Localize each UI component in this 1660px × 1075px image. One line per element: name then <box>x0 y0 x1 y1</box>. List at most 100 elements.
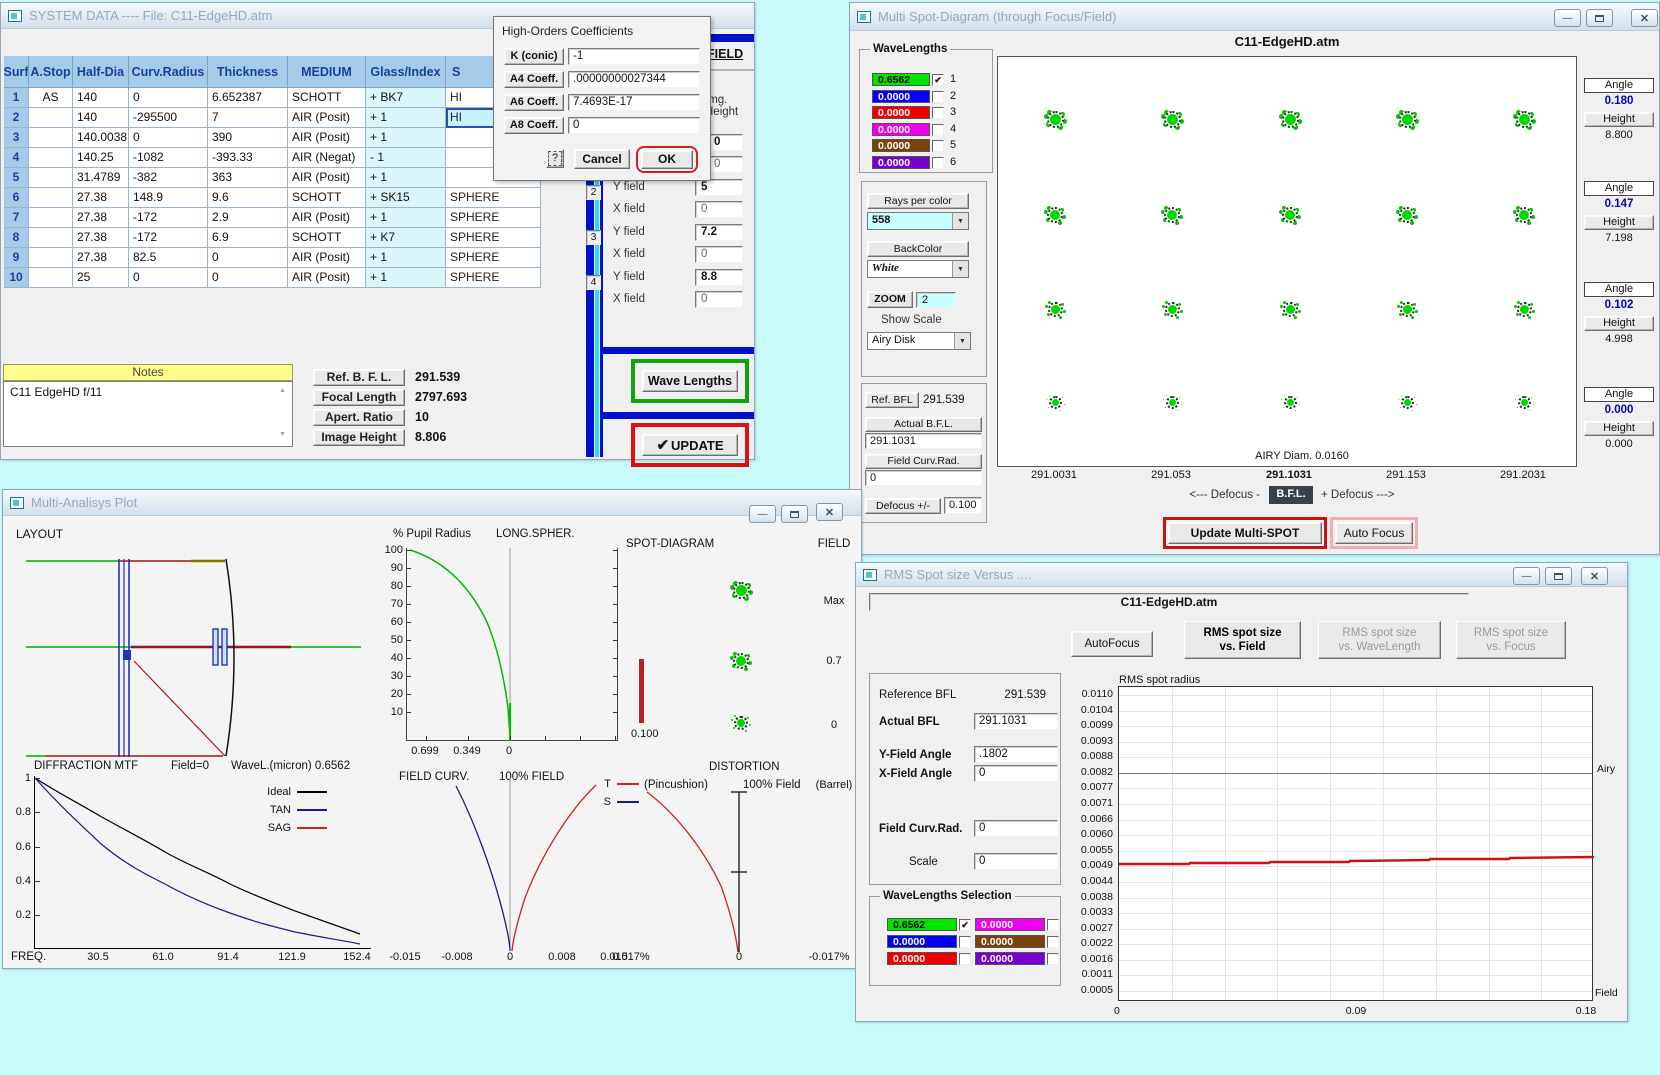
table-cell[interactable]: SCHOTT <box>288 228 366 248</box>
ref-bfl-button[interactable]: Ref. BFL <box>865 392 919 408</box>
update-multispot-button[interactable]: Update Multi-SPOT <box>1168 522 1322 544</box>
cancel-button[interactable]: Cancel <box>574 149 630 169</box>
wavelength-checkbox[interactable]: ✔ <box>932 74 944 86</box>
coefficient-input[interactable]: .00000000027344 <box>568 71 700 88</box>
table-cell[interactable]: 9.6 <box>208 188 288 208</box>
maximize-button[interactable] <box>1545 567 1572 585</box>
coefficient-label[interactable]: A4 Coeff. <box>504 71 564 88</box>
rays-per-color-button[interactable]: Rays per color <box>867 193 969 209</box>
table-cell[interactable] <box>29 268 73 288</box>
table-cell[interactable]: 25 <box>73 268 129 288</box>
table-cell[interactable]: SPHERE <box>446 248 541 268</box>
table-cell[interactable]: 140 <box>73 108 129 128</box>
update-button[interactable]: ✔UPDATE <box>642 434 738 456</box>
help-button[interactable]: ? <box>546 149 564 168</box>
y-field-input[interactable]: 7.2 <box>695 224 743 241</box>
zoom-input[interactable]: 2 <box>916 292 956 308</box>
summary-label[interactable]: Apert. Ratio <box>313 409 405 426</box>
wavelength-checkbox[interactable] <box>932 157 944 169</box>
wavelength-checkbox[interactable] <box>959 953 971 965</box>
table-cell[interactable] <box>29 128 73 148</box>
param-input[interactable]: 291.1031 <box>974 713 1058 730</box>
chevron-down-icon[interactable]: ▼ <box>952 261 968 277</box>
spot-window-titlebar[interactable]: Multi Spot-Diagram (through Focus/Field) <box>850 3 1659 31</box>
table-cell[interactable]: 7 <box>208 108 288 128</box>
param-input[interactable]: 0 <box>974 765 1058 782</box>
coefficient-label[interactable]: K (conic) <box>504 48 564 65</box>
table-cell[interactable]: -172 <box>129 208 208 228</box>
x-field-input[interactable]: 0 <box>695 201 743 218</box>
table-cell[interactable]: 6.652387 <box>208 88 288 108</box>
rms-autofocus-button[interactable]: AutoFocus <box>1071 631 1153 657</box>
analysis-window-titlebar[interactable]: Multi-Analisys Plot <box>3 490 861 516</box>
table-cell[interactable]: 0 <box>129 268 208 288</box>
summary-label[interactable]: Image Height <box>313 429 405 446</box>
defocus-button[interactable]: Defocus +/- <box>865 498 941 514</box>
table-cell[interactable]: AIR (Negat) <box>288 148 366 168</box>
table-cell[interactable]: AIR (Posit) <box>288 208 366 228</box>
actual-bfl-input[interactable]: 291.1031 <box>865 433 982 449</box>
minimize-button[interactable]: — <box>1554 9 1581 27</box>
table-cell[interactable] <box>29 228 73 248</box>
table-cell[interactable] <box>29 108 73 128</box>
table-cell[interactable]: 27.38 <box>73 188 129 208</box>
table-cell[interactable]: + 1 <box>366 248 446 268</box>
x-field-input[interactable]: 0 <box>695 246 743 263</box>
table-cell[interactable]: 0 <box>129 128 208 148</box>
table-cell[interactable]: 148.9 <box>129 188 208 208</box>
table-cell[interactable]: 363 <box>208 168 288 188</box>
chevron-down-icon[interactable]: ▼ <box>952 213 968 229</box>
notes-text[interactable]: C11 EdgeHD f/11 <box>3 381 293 447</box>
table-cell[interactable]: + SK15 <box>366 188 446 208</box>
table-cell[interactable]: -382 <box>129 168 208 188</box>
wave-lengths-button[interactable]: Wave Lengths <box>642 370 738 392</box>
rms-window-titlebar[interactable]: RMS Spot size Versus .... <box>856 563 1627 587</box>
wavelength-checkbox[interactable] <box>932 91 944 103</box>
table-cell[interactable]: SPHERE <box>446 268 541 288</box>
table-cell[interactable]: 82.5 <box>129 248 208 268</box>
table-cell[interactable]: + 1 <box>366 268 446 288</box>
table-cell[interactable]: + 1 <box>366 108 446 128</box>
actual-bfl-button[interactable]: Actual B.F.L. <box>865 417 982 432</box>
table-cell[interactable]: + 1 <box>366 208 446 228</box>
wavelength-checkbox[interactable]: ✔ <box>959 919 971 931</box>
table-cell[interactable]: 140.25 <box>73 148 129 168</box>
maximize-button[interactable] <box>1586 9 1613 27</box>
defocus-input[interactable]: 0.100 <box>944 497 982 514</box>
table-cell[interactable]: 31.4789 <box>73 168 129 188</box>
y-field-input[interactable]: 8.8 <box>695 269 743 286</box>
x-field-input[interactable]: 0 <box>695 291 743 308</box>
wavelength-checkbox[interactable] <box>932 107 944 119</box>
table-cell[interactable] <box>29 208 73 228</box>
rays-per-color-select[interactable]: 558▼ <box>867 212 969 230</box>
table-cell[interactable]: AIR (Posit) <box>288 128 366 148</box>
summary-label[interactable]: Focal Length <box>313 389 405 406</box>
coefficient-input[interactable]: 0 <box>568 117 700 134</box>
backcolor-button[interactable]: BackColor <box>867 241 969 257</box>
wavelength-checkbox[interactable] <box>1047 953 1059 965</box>
field-curv-button[interactable]: Field Curv.Rad. <box>865 454 982 469</box>
table-cell[interactable]: SPHERE <box>446 208 541 228</box>
table-cell[interactable]: - 1 <box>366 148 446 168</box>
table-cell[interactable]: 0 <box>208 268 288 288</box>
coefficient-input[interactable]: 7.4693E-17 <box>568 94 700 111</box>
param-input[interactable]: 0 <box>974 853 1058 870</box>
table-cell[interactable]: + 1 <box>366 128 446 148</box>
wavelength-checkbox[interactable] <box>932 140 944 152</box>
table-cell[interactable] <box>29 168 73 188</box>
backcolor-select[interactable]: White▼ <box>867 260 969 278</box>
table-cell[interactable] <box>29 248 73 268</box>
table-cell[interactable]: + 1 <box>366 168 446 188</box>
table-cell[interactable]: 0 <box>208 248 288 268</box>
table-cell[interactable]: 2.9 <box>208 208 288 228</box>
maximize-button[interactable] <box>781 505 808 523</box>
close-button[interactable]: ✕ <box>1581 567 1608 585</box>
show-scale-select[interactable]: Airy Disk▼ <box>867 332 971 350</box>
param-input[interactable]: .1802 <box>974 746 1058 763</box>
wavelength-checkbox[interactable] <box>1047 919 1059 931</box>
coefficient-label[interactable]: A8 Coeff. <box>504 117 564 134</box>
table-cell[interactable] <box>29 148 73 168</box>
ok-button[interactable]: OK <box>641 150 693 169</box>
table-cell[interactable]: 140.0038 <box>73 128 129 148</box>
table-cell[interactable]: -172 <box>129 228 208 248</box>
